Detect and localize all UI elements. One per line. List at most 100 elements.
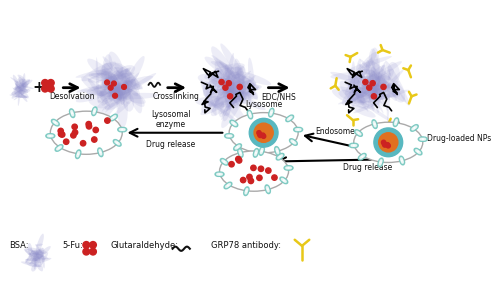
Ellipse shape xyxy=(354,122,423,163)
Ellipse shape xyxy=(270,112,272,115)
Circle shape xyxy=(112,93,117,98)
Ellipse shape xyxy=(80,89,116,97)
Ellipse shape xyxy=(52,119,58,124)
Ellipse shape xyxy=(236,144,242,149)
Ellipse shape xyxy=(416,150,418,152)
Ellipse shape xyxy=(225,72,240,109)
Ellipse shape xyxy=(353,145,356,146)
Ellipse shape xyxy=(30,258,52,264)
Ellipse shape xyxy=(16,82,27,90)
Text: Lysosome: Lysosome xyxy=(245,100,282,109)
Ellipse shape xyxy=(244,187,249,194)
Ellipse shape xyxy=(224,64,230,81)
Ellipse shape xyxy=(248,112,250,115)
Ellipse shape xyxy=(98,68,130,102)
Ellipse shape xyxy=(111,117,114,119)
Ellipse shape xyxy=(248,112,252,119)
Ellipse shape xyxy=(70,109,74,116)
Circle shape xyxy=(382,140,386,144)
Ellipse shape xyxy=(360,82,388,97)
Ellipse shape xyxy=(371,61,376,77)
Ellipse shape xyxy=(18,82,26,90)
Ellipse shape xyxy=(221,95,234,120)
Ellipse shape xyxy=(34,246,51,261)
Ellipse shape xyxy=(228,79,244,92)
Ellipse shape xyxy=(246,188,248,192)
Ellipse shape xyxy=(115,141,118,143)
Ellipse shape xyxy=(352,105,376,118)
Ellipse shape xyxy=(222,76,236,96)
Ellipse shape xyxy=(240,152,242,156)
Ellipse shape xyxy=(100,88,132,97)
Ellipse shape xyxy=(103,80,146,104)
Ellipse shape xyxy=(110,116,116,121)
Ellipse shape xyxy=(368,85,390,99)
Ellipse shape xyxy=(348,52,376,89)
Ellipse shape xyxy=(368,90,409,102)
Ellipse shape xyxy=(93,111,95,114)
Circle shape xyxy=(229,161,234,167)
Ellipse shape xyxy=(254,148,258,155)
Circle shape xyxy=(72,130,78,135)
Ellipse shape xyxy=(114,93,159,99)
Ellipse shape xyxy=(422,138,426,140)
Ellipse shape xyxy=(115,63,140,90)
Ellipse shape xyxy=(96,57,99,101)
Ellipse shape xyxy=(214,84,238,102)
Ellipse shape xyxy=(276,149,280,155)
Ellipse shape xyxy=(236,71,271,85)
Ellipse shape xyxy=(412,124,418,130)
Ellipse shape xyxy=(113,86,122,103)
Ellipse shape xyxy=(354,91,390,100)
Ellipse shape xyxy=(286,116,292,122)
Ellipse shape xyxy=(89,82,116,92)
Ellipse shape xyxy=(260,147,264,153)
Ellipse shape xyxy=(108,89,120,100)
Ellipse shape xyxy=(290,139,296,144)
Ellipse shape xyxy=(102,56,129,87)
Circle shape xyxy=(247,174,252,180)
Ellipse shape xyxy=(211,46,236,83)
Ellipse shape xyxy=(284,180,286,182)
Ellipse shape xyxy=(33,255,43,272)
Circle shape xyxy=(48,80,54,86)
Ellipse shape xyxy=(121,70,131,101)
Ellipse shape xyxy=(360,71,384,113)
Ellipse shape xyxy=(292,140,298,145)
Ellipse shape xyxy=(368,80,390,100)
Ellipse shape xyxy=(366,69,386,99)
Ellipse shape xyxy=(376,76,406,102)
Circle shape xyxy=(381,84,386,89)
Ellipse shape xyxy=(70,111,75,118)
Ellipse shape xyxy=(50,135,53,137)
Ellipse shape xyxy=(18,87,21,106)
Ellipse shape xyxy=(31,248,41,262)
Ellipse shape xyxy=(55,146,61,151)
Ellipse shape xyxy=(88,78,110,107)
Ellipse shape xyxy=(332,89,374,110)
Circle shape xyxy=(382,142,386,146)
Ellipse shape xyxy=(21,261,42,267)
Ellipse shape xyxy=(112,62,143,89)
Ellipse shape xyxy=(220,151,288,191)
Ellipse shape xyxy=(13,79,30,90)
Ellipse shape xyxy=(232,75,249,96)
Ellipse shape xyxy=(31,264,37,272)
Ellipse shape xyxy=(104,63,124,105)
Ellipse shape xyxy=(375,92,385,107)
Ellipse shape xyxy=(232,122,234,124)
Circle shape xyxy=(42,80,48,86)
Ellipse shape xyxy=(352,75,384,102)
Ellipse shape xyxy=(114,100,132,116)
Ellipse shape xyxy=(218,69,241,110)
Ellipse shape xyxy=(232,74,241,108)
Ellipse shape xyxy=(358,87,376,97)
Ellipse shape xyxy=(224,88,242,103)
Ellipse shape xyxy=(342,87,363,106)
Ellipse shape xyxy=(14,86,23,92)
Circle shape xyxy=(60,132,65,137)
Text: Drug release: Drug release xyxy=(343,163,392,172)
Ellipse shape xyxy=(231,65,244,79)
Ellipse shape xyxy=(234,58,246,95)
Ellipse shape xyxy=(32,250,44,255)
